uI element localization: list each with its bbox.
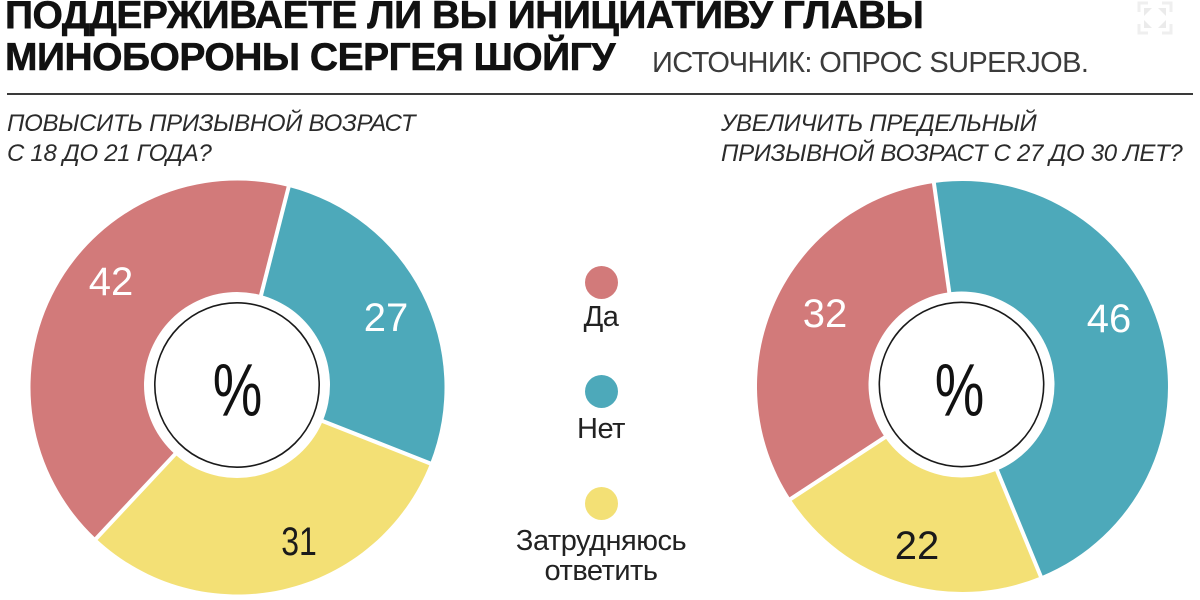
svg-text:22: 22 (895, 524, 940, 568)
svg-text:32: 32 (803, 292, 848, 336)
svg-text:27: 27 (364, 296, 409, 340)
svg-text:42: 42 (89, 260, 134, 304)
svg-text:31: 31 (281, 518, 317, 563)
svg-text:%: % (213, 349, 263, 431)
svg-text:%: % (935, 349, 985, 431)
svg-text:46: 46 (1087, 297, 1132, 341)
